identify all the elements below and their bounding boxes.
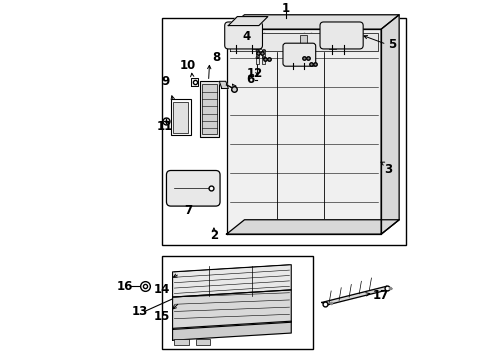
Polygon shape	[172, 265, 291, 297]
Bar	[170, 99, 190, 135]
Text: 15: 15	[153, 310, 170, 323]
Polygon shape	[228, 17, 267, 26]
Bar	[262, 58, 265, 64]
Polygon shape	[230, 33, 377, 51]
Polygon shape	[226, 29, 380, 234]
Text: 17: 17	[371, 289, 388, 302]
Bar	[328, 35, 336, 49]
Bar	[196, 339, 210, 345]
Text: 13: 13	[132, 305, 148, 318]
FancyBboxPatch shape	[224, 22, 262, 49]
Bar	[202, 84, 216, 134]
Polygon shape	[219, 81, 228, 89]
Text: 12: 12	[246, 67, 262, 80]
Polygon shape	[172, 321, 291, 340]
Text: 6: 6	[246, 73, 254, 86]
FancyBboxPatch shape	[283, 43, 315, 66]
Bar	[253, 35, 260, 49]
Bar	[199, 81, 219, 137]
Bar	[162, 256, 312, 349]
Bar	[256, 58, 258, 64]
Text: 1: 1	[281, 2, 289, 15]
Text: 10: 10	[180, 59, 196, 72]
Text: 9: 9	[161, 75, 169, 88]
Bar	[300, 35, 307, 49]
Polygon shape	[226, 15, 398, 29]
Bar	[162, 18, 406, 245]
Bar	[174, 339, 188, 345]
Bar	[262, 50, 265, 57]
FancyBboxPatch shape	[319, 22, 363, 49]
Polygon shape	[321, 286, 391, 305]
Text: 5: 5	[387, 38, 395, 51]
FancyBboxPatch shape	[166, 171, 220, 206]
Text: 8: 8	[212, 51, 220, 64]
Text: 14: 14	[153, 283, 170, 296]
Text: 11: 11	[156, 121, 172, 134]
Polygon shape	[191, 78, 197, 86]
Polygon shape	[380, 15, 398, 234]
Text: 7: 7	[184, 204, 192, 217]
Text: 2: 2	[209, 229, 218, 242]
Bar	[256, 50, 258, 57]
Text: 16: 16	[116, 280, 133, 293]
Polygon shape	[226, 220, 398, 234]
Text: 4: 4	[242, 30, 250, 43]
Polygon shape	[172, 290, 291, 329]
Bar	[173, 102, 188, 133]
Text: 3: 3	[384, 163, 391, 176]
